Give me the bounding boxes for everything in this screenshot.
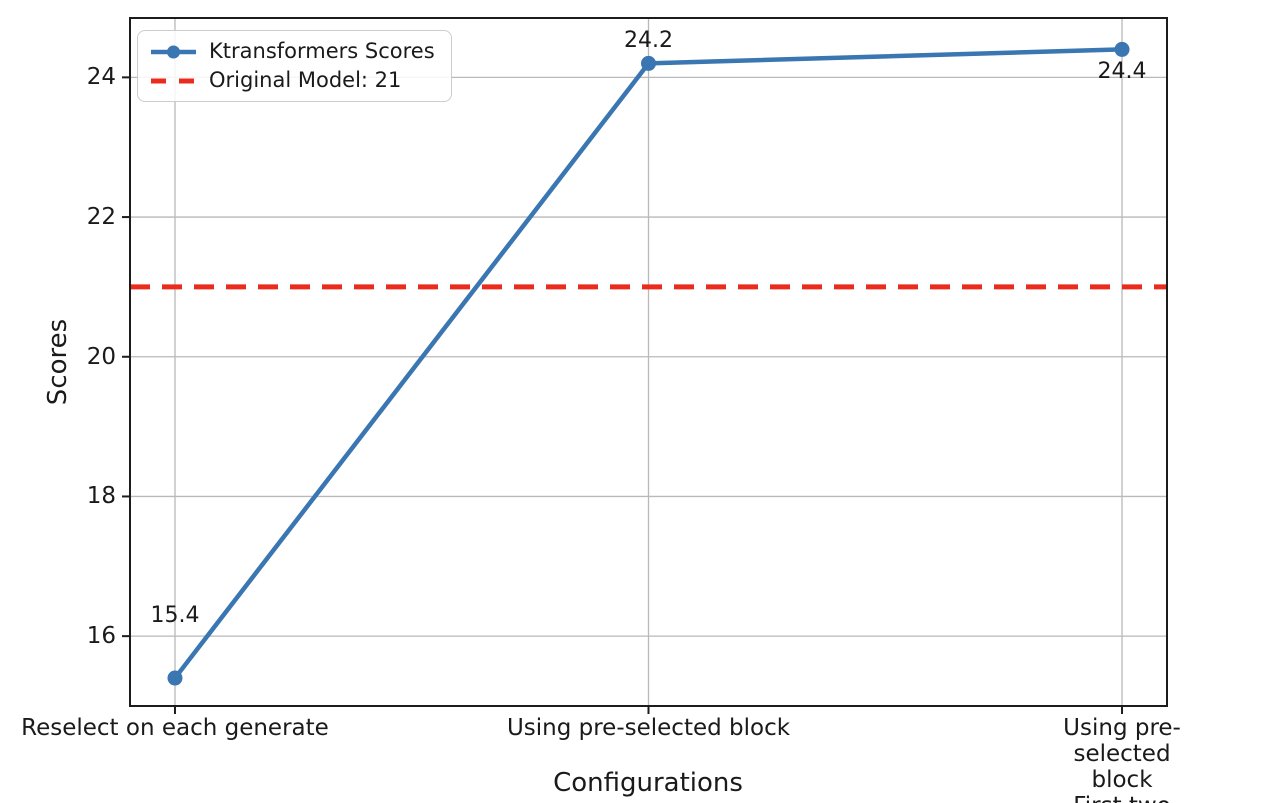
y-tick-label: 24 <box>86 64 116 91</box>
dashed-line-icon <box>151 78 196 83</box>
x-tick-label: Reselect on each generate <box>21 715 329 741</box>
legend-item-reference: Original Model: 21 <box>150 68 439 93</box>
legend-label-series: Ktransformers Scores <box>209 39 435 63</box>
data-point-label: 24.4 <box>1097 59 1147 85</box>
legend-label-reference: Original Model: 21 <box>209 68 402 92</box>
data-point-marker <box>641 55 656 71</box>
y-tick-label: 22 <box>86 204 116 231</box>
data-point-marker <box>167 670 183 686</box>
y-tick-label: 18 <box>86 483 116 510</box>
data-point-label: 24.2 <box>624 28 673 54</box>
data-point-label: 15.4 <box>150 603 200 629</box>
legend: Ktransformers Scores Original Model: 21 <box>137 30 452 102</box>
x-axis-title: Configurations <box>553 768 743 798</box>
line-with-marker-icon <box>151 45 196 58</box>
data-point-marker <box>1114 41 1130 57</box>
x-tick-label: Using pre-selected block First two layer… <box>1063 715 1181 803</box>
x-tick-label: Using pre-selected block <box>506 715 791 741</box>
y-tick-label: 20 <box>86 343 116 370</box>
y-tick-label: 16 <box>86 623 116 650</box>
legend-item-series: Ktransformers Scores <box>150 39 439 64</box>
